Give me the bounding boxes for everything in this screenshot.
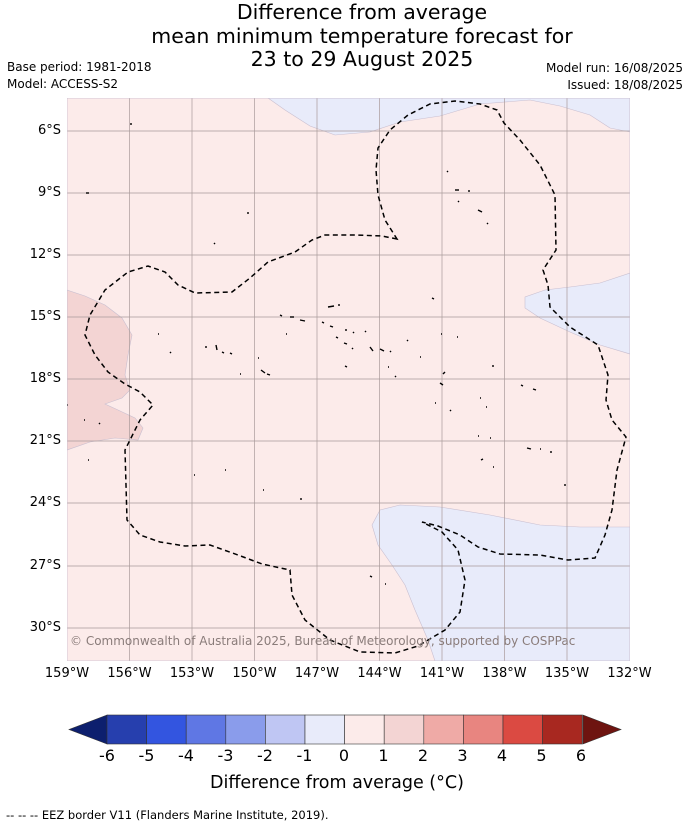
colorbar-cell [463, 714, 504, 745]
lon-label: 144°W [357, 666, 402, 681]
colorbar-cell [225, 714, 266, 745]
map-title: Difference from average mean minimum tem… [0, 0, 690, 72]
colorbar-cell [423, 714, 464, 745]
lat-label: 24°S [29, 495, 61, 510]
lat-label: 15°S [29, 309, 61, 324]
colorbar-tick: -1 [296, 746, 313, 765]
lon-label: 135°W [544, 666, 590, 681]
colorbar-cell [383, 714, 425, 745]
colorbar-tick: -5 [138, 746, 155, 765]
colorbar-tick: 1 [378, 746, 389, 765]
lat-label: 6°S [37, 123, 61, 138]
meta-right: Model run: 16/08/2025 Issued: 18/08/2025 [546, 60, 683, 94]
colorbar-tick: 2 [417, 746, 429, 765]
colorbar-cell [106, 714, 147, 745]
colorbar-tick: 6 [575, 746, 587, 765]
colorbar [68, 714, 622, 745]
lon-label: 150°W [232, 666, 277, 681]
issued-date: Issued: 18/08/2025 [567, 78, 683, 92]
lat-label: 21°S [29, 433, 61, 448]
colorbar-tick: -6 [99, 746, 115, 765]
lat-label: 27°S [29, 558, 61, 573]
copyright-notice: © Commonwealth of Australia 2025, Bureau… [70, 634, 576, 648]
lat-label: 18°S [29, 371, 61, 386]
lat-label: 9°S [37, 185, 61, 200]
lat-label: 12°S [29, 247, 61, 262]
lon-label: 153°W [169, 666, 215, 681]
colorbar-extend-high [582, 714, 622, 745]
cool-region-east [524, 272, 630, 355]
colorbar-tick: 3 [457, 746, 468, 765]
colorbar-cell [502, 714, 543, 745]
cool-region-south [371, 504, 630, 661]
lon-label: 141°W [419, 666, 465, 681]
title-line-2: mean minimum temperature forecast for [151, 23, 573, 48]
colorbar-cell [146, 714, 187, 745]
lon-label: 156°W [107, 666, 152, 681]
colorbar-cell [542, 714, 583, 745]
eez-border [84, 100, 627, 654]
islands [67, 123, 566, 585]
lon-label: 138°W [482, 666, 527, 681]
colorbar-cell [185, 714, 227, 745]
colorbar-cell [304, 714, 345, 745]
model-run: Model run: 16/08/2025 [545, 61, 683, 75]
colorbar-cell [265, 714, 306, 745]
colorbar-cells [106, 714, 583, 745]
graticule [67, 98, 630, 661]
colorbar-tick: -3 [217, 746, 234, 765]
lat-label: 30°S [29, 620, 61, 635]
lon-label: 159°W [44, 666, 90, 681]
colorbar-title: Difference from average (°C) [210, 773, 464, 793]
title-line-3: 23 to 29 August 2025 [250, 47, 474, 71]
colorbar-tick: 0 [338, 746, 350, 765]
colorbar-tick: 5 [536, 746, 547, 765]
meta-left: Base period: 1981-2018 Model: ACCESS-S2 [7, 59, 152, 93]
colorbar-tick: 4 [496, 746, 508, 765]
colorbar-cell [344, 714, 385, 745]
title-line-1: Difference from average [236, 0, 488, 24]
lon-label: 147°W [294, 666, 340, 681]
colorbar-tick: -4 [178, 746, 194, 765]
colorbar-tick: -2 [257, 746, 273, 765]
colorbar-extend-low [68, 714, 108, 745]
lon-label: 132°W [607, 666, 652, 681]
map-area [67, 98, 630, 661]
base-period: Base period: 1981-2018 [7, 60, 152, 74]
footer-note: -- -- -- EEZ border V11 (Flanders Marine… [6, 808, 329, 822]
model-name: Model: ACCESS-S2 [7, 77, 119, 91]
